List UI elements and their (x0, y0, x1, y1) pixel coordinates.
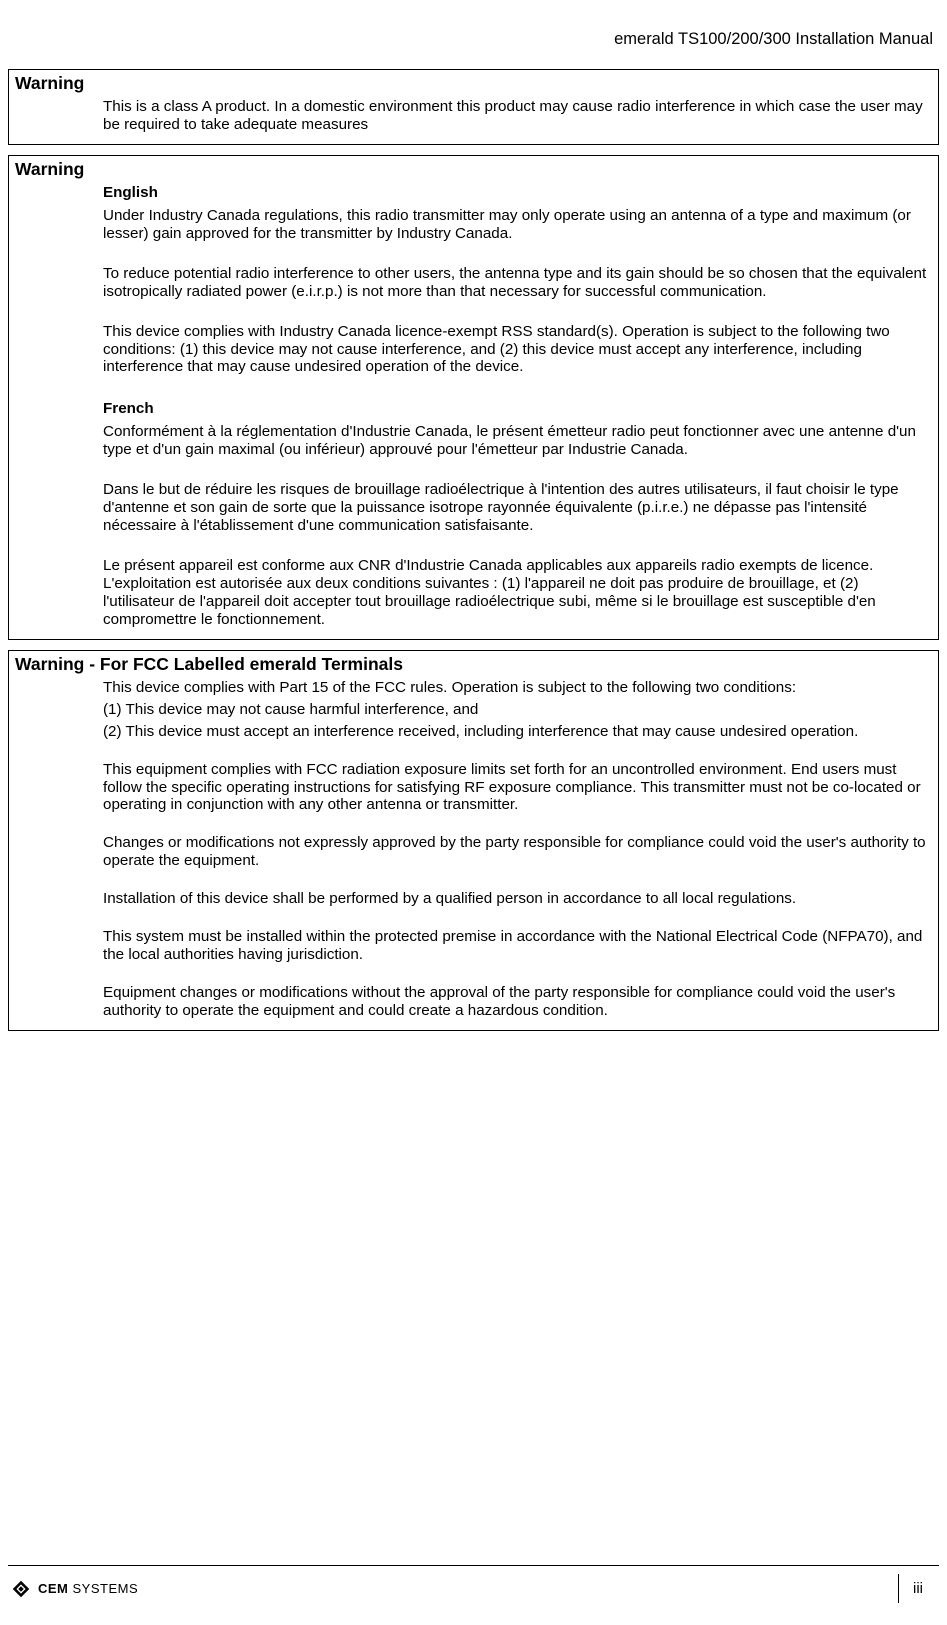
spacer (103, 247, 930, 265)
document-title: emerald TS100/200/300 Installation Manua… (614, 30, 933, 48)
brand-logo: CEM SYSTEMS (10, 1578, 138, 1600)
warning-paragraph: This equipment complies with FCC radiati… (103, 761, 930, 815)
spacer (103, 305, 930, 323)
warning-paragraph: Conformément à la réglementation d'Indus… (103, 423, 930, 459)
warning-paragraph: Dans le but de réduire les risques de br… (103, 481, 930, 535)
brand-logo-text: CEM SYSTEMS (38, 1581, 138, 1596)
warning-paragraph: Installation of this device shall be per… (103, 890, 930, 908)
warning-paragraph: (1) This device may not cause harmful in… (103, 701, 930, 719)
brand-logo-icon (10, 1578, 32, 1600)
warning-paragraph: (2) This device must accept an interfere… (103, 723, 930, 741)
warning-paragraph: Changes or modifications not expressly a… (103, 834, 930, 870)
warning-body: This device complies with Part 15 of the… (15, 679, 932, 1020)
page-number-box: iii (898, 1574, 937, 1603)
warning-paragraph: This system must be installed within the… (103, 928, 930, 964)
page: emerald TS100/200/300 Installation Manua… (0, 0, 947, 1625)
spacer (103, 380, 930, 398)
brand-logo-text-rest: SYSTEMS (68, 1581, 138, 1596)
warning-paragraph: This is a class A product. In a domestic… (103, 98, 930, 134)
spacer (103, 818, 930, 834)
warning-paragraph: This device complies with Industry Canad… (103, 323, 930, 377)
spacer (103, 539, 930, 557)
spacer (103, 745, 930, 761)
footer-row: CEM SYSTEMS iii (8, 1574, 939, 1603)
brand-logo-text-bold: CEM (38, 1581, 68, 1596)
warning-box: Warning This is a class A product. In a … (8, 69, 939, 145)
warning-body: This is a class A product. In a domestic… (15, 98, 932, 134)
spacer (103, 968, 930, 984)
warning-paragraph: Under Industry Canada regulations, this … (103, 207, 930, 243)
warning-paragraph: To reduce potential radio interference t… (103, 265, 930, 301)
warning-title: Warning - For FCC Labelled emerald Termi… (15, 654, 932, 675)
page-footer: CEM SYSTEMS iii (8, 1565, 939, 1603)
warning-paragraph: Equipment changes or modifications witho… (103, 984, 930, 1020)
spacer (103, 463, 930, 481)
spacer (103, 874, 930, 890)
warning-body: English Under Industry Canada regulation… (15, 184, 932, 629)
page-number: iii (913, 1580, 923, 1597)
footer-rule (8, 1565, 939, 1566)
warning-subheading: French (103, 400, 930, 418)
warning-paragraph: This device complies with Part 15 of the… (103, 679, 930, 697)
warning-box: Warning English Under Industry Canada re… (8, 155, 939, 640)
warning-subheading: English (103, 184, 930, 202)
warning-box: Warning - For FCC Labelled emerald Termi… (8, 650, 939, 1031)
spacer (103, 912, 930, 928)
warning-title: Warning (15, 73, 932, 94)
warning-title: Warning (15, 159, 932, 180)
warning-paragraph: Le présent appareil est conforme aux CNR… (103, 557, 930, 629)
document-header: emerald TS100/200/300 Installation Manua… (8, 30, 939, 49)
